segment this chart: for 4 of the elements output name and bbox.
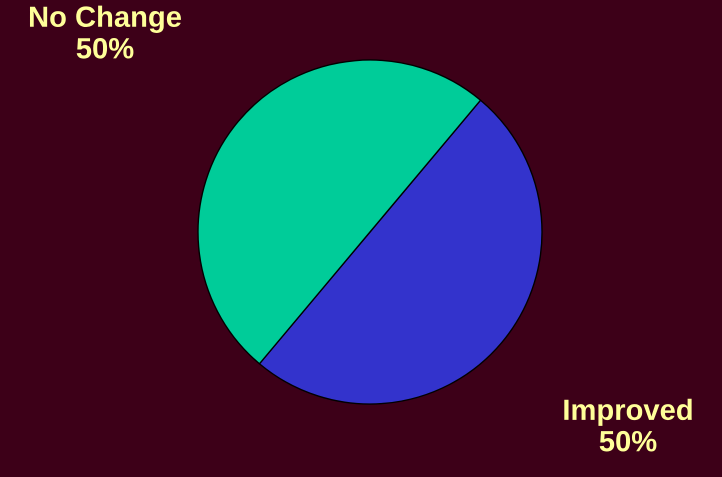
data-label: 50% — [76, 38, 134, 59]
slice-label: Improved — [564, 398, 692, 426]
slice-label: No Change — [30, 6, 181, 33]
data-label: 50% — [600, 430, 656, 452]
